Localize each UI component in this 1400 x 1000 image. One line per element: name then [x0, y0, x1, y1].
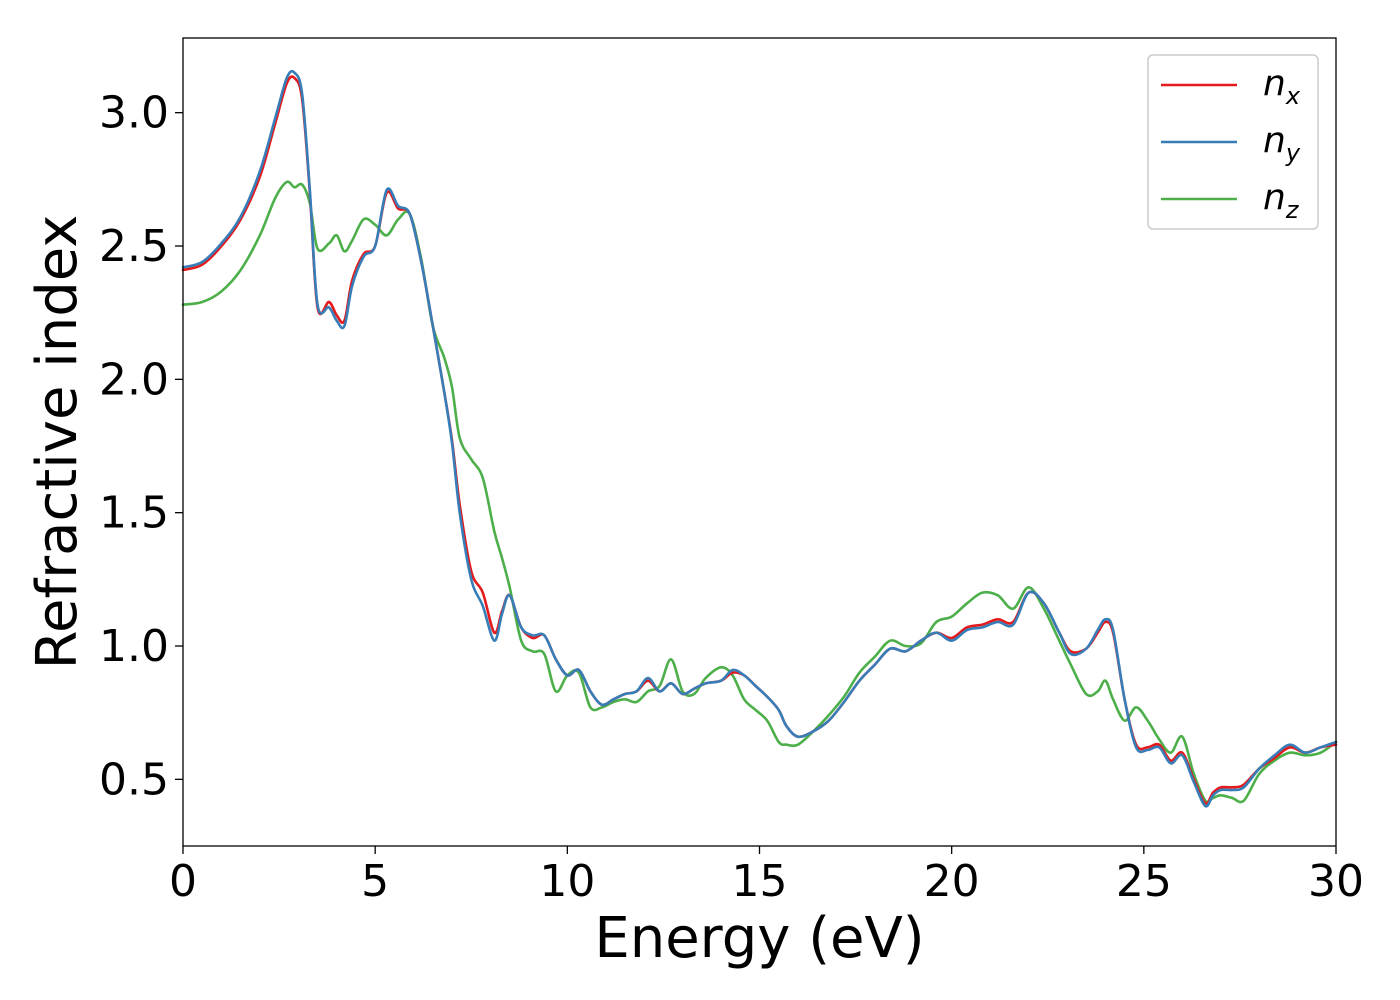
x-tick-label: 20: [924, 856, 980, 907]
x-tick-label: 15: [732, 856, 788, 907]
x-tick-label: 30: [1308, 856, 1364, 907]
legend-label-n-x: nx: [1263, 63, 1301, 110]
y-tick-label: 1.5: [99, 488, 169, 539]
x-tick-label: 0: [169, 856, 197, 907]
x-tick-label: 25: [1116, 856, 1172, 907]
series-line-n-y: [181, 69, 1338, 808]
x-tick-label: 10: [539, 856, 595, 907]
y-tick-label: 0.5: [99, 754, 169, 805]
y-axis-title: Refractive index: [25, 215, 90, 670]
legend-entries: nx ny nz: [1161, 63, 1301, 224]
legend-label-n-z: nz: [1263, 177, 1300, 224]
x-tick-label: 5: [361, 856, 389, 907]
legend: nx ny nz: [1147, 54, 1319, 230]
y-tick-label: 2.5: [99, 221, 169, 272]
y-tick-label: 1.0: [99, 621, 169, 672]
series-layer: [181, 69, 1338, 808]
x-axis-title: Energy (eV): [594, 906, 924, 971]
legend-label-n-y: ny: [1263, 120, 1301, 167]
x-axis-ticks: 0 5 10 15 20 25 30: [169, 846, 1364, 907]
y-axis-ticks: 0.5 1.0 1.5 2.0 2.5 3.0: [99, 88, 183, 805]
y-tick-label: 2.0: [99, 354, 169, 405]
y-tick-label: 3.0: [99, 88, 169, 139]
plot-background: [183, 38, 1336, 846]
series-line-n-z: [181, 180, 1338, 804]
